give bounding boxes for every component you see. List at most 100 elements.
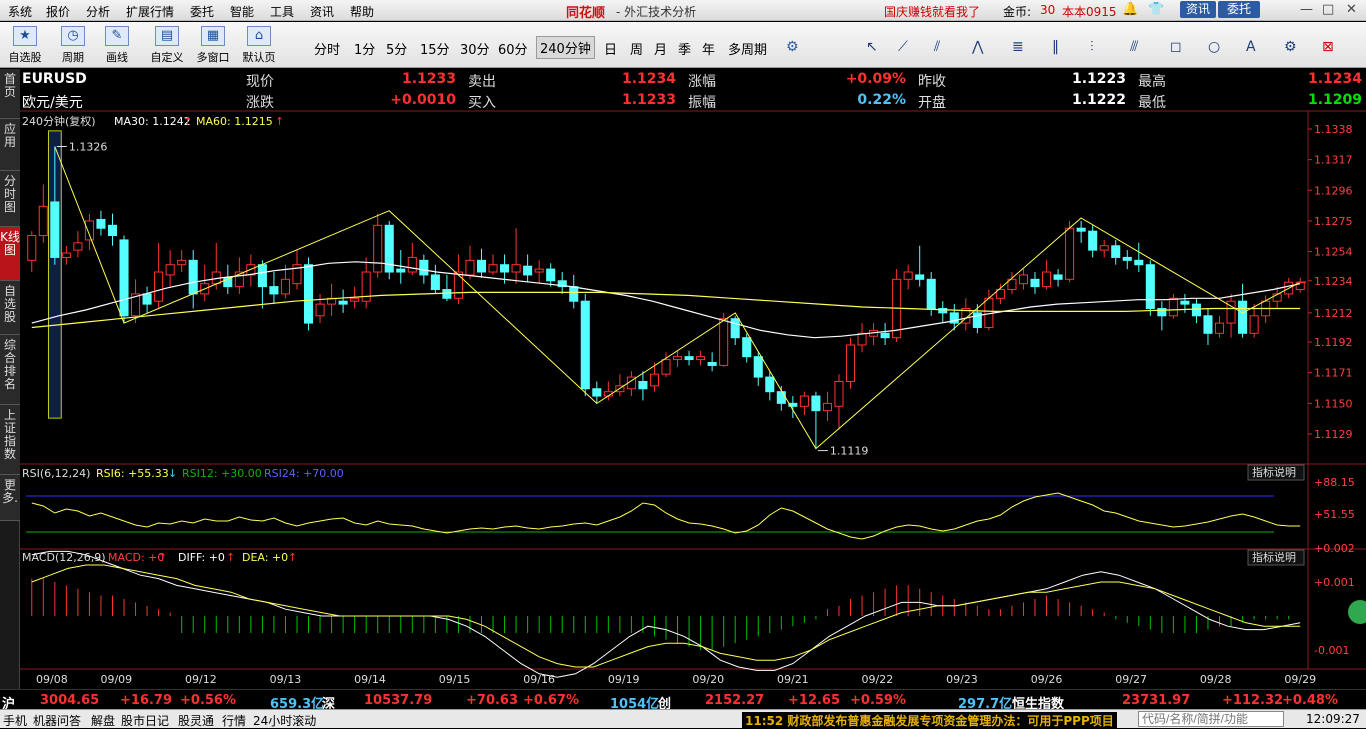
gear-icon[interactable]: ⚙ [786,39,799,55]
cycle-button[interactable]: ◷ 周期 [56,24,90,66]
custom-button[interactable]: ▤ 自定义 [150,24,184,66]
macd-arrow: ↑ [158,551,167,564]
gann-tool-icon[interactable]: ‖ [1052,39,1059,55]
sidebar-tab-ranking[interactable]: 综合排名 [0,335,20,405]
sidebar-tab-kline[interactable]: K线图 [0,227,20,281]
bottom-24h-news[interactable]: 24小时滚动 [253,714,317,728]
candle-body [488,264,498,273]
shirt-icon[interactable]: 👕 [1148,2,1165,17]
parallel-tool-icon[interactable]: ⫽ [934,39,941,55]
bottom-market[interactable]: 行情 [222,714,247,728]
candle-body [1111,245,1121,258]
minimize-icon[interactable]: — [1300,2,1313,17]
news-ticker[interactable]: 11:52 财政部发布普惠金融发展专项资金管理办法：可用于PPP项目 [742,712,1117,729]
sidebar-tab-home[interactable]: 首页 [0,69,20,119]
menu-tools[interactable]: 工具 [270,5,295,19]
fib-tool-icon[interactable]: ≣ [1012,39,1024,55]
ma-legend-period: 240分钟(复权) [22,114,96,128]
news-button[interactable]: 资讯 [1180,1,1216,18]
watchlist-button[interactable]: ★ 自选股 [8,24,42,66]
line-tool-icon[interactable]: ⟋ [898,39,908,55]
quote-value: 1.1233 [401,71,456,87]
settings-tool-icon[interactable]: ⚙ [1284,39,1297,55]
wave-tool-icon[interactable]: ⋀ [972,39,984,55]
sidebar-tab-watchlist[interactable]: 自选股 [0,281,20,335]
candle-body [500,264,510,273]
candle-body [269,286,279,295]
period-30m[interactable]: 30分 [460,43,490,58]
bottom-diary[interactable]: 股市日记 [121,714,170,728]
quote-panel: EURUSD 欧元/美元 现价 1.1233 卖出 1.1234 涨幅 +0.09% 昨收 1… [20,69,1366,111]
cursor-icon[interactable]: ↖ [866,39,878,55]
candle-body [995,289,1005,299]
period-year[interactable]: 年 [702,43,716,58]
default-page-button[interactable]: ⌂ 默认页 [242,24,276,66]
bottom-mobile[interactable]: 手机 [3,714,28,728]
bottom-analysis[interactable]: 解盘 [91,714,116,728]
index-quote-item: +112.32 [1222,693,1284,708]
period-day[interactable]: 日 [604,43,618,58]
draw-button[interactable]: ✎ 画线 [100,24,134,66]
index-quote-item: 10537.79 [364,693,433,708]
close-icon[interactable]: ✕ [1346,2,1357,17]
bottom-robot-qa[interactable]: 机器问答 [33,714,82,728]
menu-trade[interactable]: 委托 [190,5,215,19]
candle-body [396,268,406,273]
trade-button[interactable]: 委托 [1218,1,1260,18]
promo-link[interactable]: 国庆赚钱就看我了 [884,5,981,19]
menu-smart[interactable]: 智能 [230,5,255,19]
ellipse-tool-icon[interactable]: ○ [1208,39,1221,55]
candle-body [223,277,233,288]
multiwindow-button[interactable]: ▦ 多窗口 [196,24,230,66]
period-month[interactable]: 月 [654,43,668,58]
candle-body [776,391,786,404]
search-input[interactable] [1138,711,1284,727]
rect-tool-icon[interactable]: ◻ [1170,39,1182,55]
index-quote-item: 2152.27 [705,693,765,708]
bell-icon[interactable]: 🔔 [1122,2,1139,17]
quote-label: 最低 [1138,95,1166,111]
kline-chart[interactable]: 1.1338 1.1317 1.1296 1.1275 1.1254 1.1234 1.12… [20,69,1366,689]
candle-body [719,318,729,366]
sidebar-tab-sse[interactable]: 上证指数 [0,405,20,475]
menu-ext-quote[interactable]: 扩展行情 [126,5,175,19]
delete-tool-icon[interactable]: ⊠ [1322,39,1334,55]
candle-body [926,278,936,309]
channel-tool-icon[interactable]: ⫻ [1130,39,1139,55]
period-multi[interactable]: 多周期 [728,43,768,58]
maximize-icon[interactable]: □ [1322,2,1335,17]
sidebar-tab-intraday[interactable]: 分时图 [0,171,20,227]
period-240m[interactable]: 240分钟 [536,36,595,59]
candle-body [1203,315,1213,334]
period-season[interactable]: 季 [678,43,692,58]
version-label[interactable]: 本本0915 [1062,5,1117,19]
candle-body [799,395,809,407]
candle-body [476,259,487,273]
quote-label: 买入 [468,95,496,111]
menu-news[interactable]: 资讯 [310,5,335,19]
index-quote-item: +0.67% [523,693,579,708]
menu-quote[interactable]: 报价 [46,5,71,19]
candle-body [511,264,521,273]
period-week[interactable]: 周 [630,43,644,58]
rsi12-legend: RSI12: +30.00 [182,467,262,480]
menu-help[interactable]: 帮助 [350,5,375,19]
bottom-stock-link[interactable]: 股灵通 [178,714,215,728]
fan-tool-icon[interactable]: ⫶ [1090,39,1094,55]
period-1m[interactable]: 1分 [354,43,376,58]
symbol-name: 欧元/美元 [22,95,83,111]
period-60m[interactable]: 60分 [498,43,528,58]
sidebar-tab-apps[interactable]: 应用 [0,119,20,171]
index-quote-item: 297.7亿 [958,697,1013,712]
candle-body [557,280,567,288]
candle-body [880,332,890,339]
menu-system[interactable]: 系统 [8,5,33,19]
period-tick[interactable]: 分时 [314,43,341,58]
period-15m[interactable]: 15分 [420,43,450,58]
diff-line [31,550,1301,678]
period-5m[interactable]: 5分 [386,43,408,58]
text-tool-icon[interactable]: A [1246,39,1256,55]
candle-body [1053,274,1063,280]
sidebar-tab-more[interactable]: 更多. [0,475,20,521]
menu-analysis[interactable]: 分析 [86,5,111,19]
